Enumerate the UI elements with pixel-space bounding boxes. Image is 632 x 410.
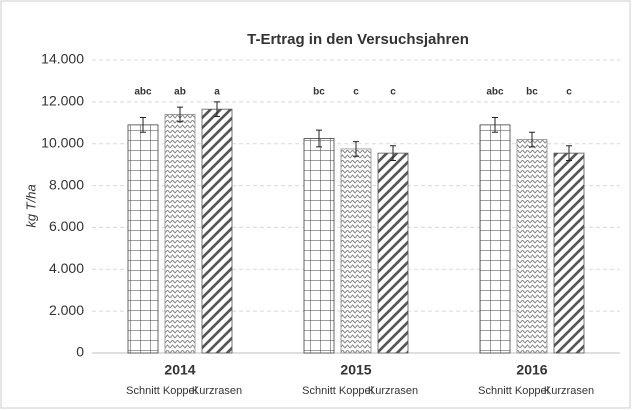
y-tick-label: 2.000 [49, 302, 84, 318]
error-bar [492, 117, 498, 133]
legend-label: Schnitt [478, 385, 512, 397]
x-tick-label: 2015 [340, 362, 371, 378]
legend-label: Kurzrasen [544, 385, 594, 397]
significance-letter: abc [134, 87, 152, 98]
legend-label: Koppel [515, 385, 549, 397]
y-tick-label: 8.000 [49, 176, 84, 192]
error-bar [177, 106, 183, 123]
bar [127, 124, 159, 354]
bar [201, 108, 233, 354]
significance-letter: ab [174, 87, 186, 98]
significance-letter: a [214, 87, 220, 98]
significance-letter: bc [313, 87, 325, 98]
error-bar [390, 145, 396, 161]
legend-label: Schnitt [126, 385, 160, 397]
bar [377, 152, 409, 354]
significance-letter: abc [486, 87, 504, 98]
significance-letter: c [353, 87, 359, 98]
y-tick-label: 0 [76, 344, 84, 360]
error-bar [140, 117, 146, 133]
bar [553, 152, 585, 354]
error-bar [529, 131, 535, 148]
legend-label: Kurzrasen [192, 385, 242, 397]
significance-letter: c [566, 87, 572, 98]
y-tick-label: 10.000 [41, 134, 84, 150]
bar [479, 124, 511, 354]
significance-letter: bc [526, 87, 538, 98]
chart-title: T-Ertrag in den Versuchsjahren [247, 31, 469, 48]
y-tick-label: 12.000 [41, 93, 84, 109]
error-bar [353, 141, 359, 157]
x-tick-label: 2014 [164, 362, 195, 378]
error-bar [566, 145, 572, 161]
legend-label: Koppel [339, 385, 373, 397]
bar [303, 138, 335, 354]
y-tick-label: 4.000 [49, 260, 84, 276]
bar [164, 114, 196, 354]
significance-letter: c [390, 87, 396, 98]
bar [340, 148, 372, 354]
y-tick-label: 6.000 [49, 218, 84, 234]
error-bar [316, 129, 322, 148]
x-tick-label: 2016 [516, 362, 547, 378]
legend-label: Kurzrasen [368, 385, 418, 397]
error-bar [214, 101, 220, 118]
y-tick-label: 14.000 [41, 51, 84, 67]
y-axis-label: kg T/ha [23, 184, 38, 227]
legend-label: Koppel [163, 385, 197, 397]
legend-label: Schnitt [302, 385, 336, 397]
bar [516, 139, 548, 354]
